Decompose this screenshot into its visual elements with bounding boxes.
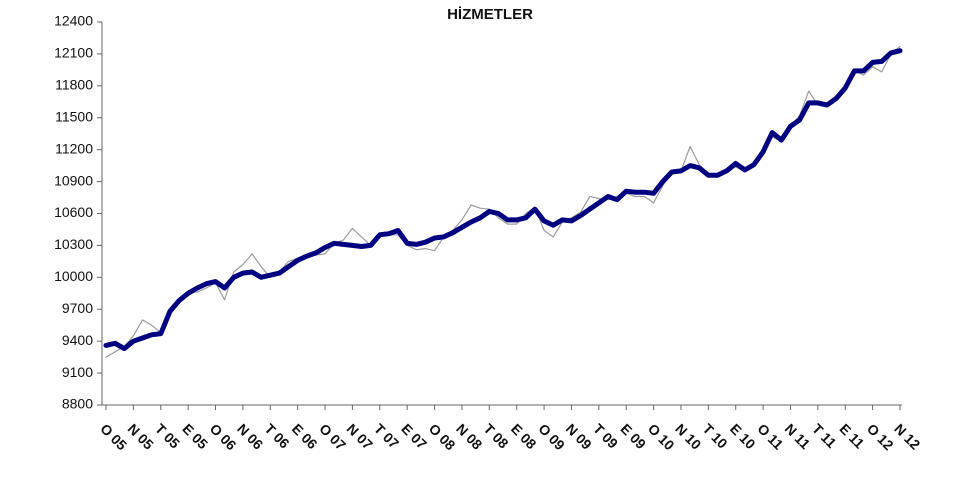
x-tick-label: N 06 <box>234 420 266 452</box>
x-tick-label: E 05 <box>179 420 211 452</box>
x-tick-label: T 07 <box>371 420 402 451</box>
x-tick-label: E 07 <box>398 420 430 452</box>
x-tick-label: O 08 <box>426 420 459 453</box>
x-tick-label: O 06 <box>207 420 240 453</box>
y-tick-label: 10000 <box>54 268 93 284</box>
y-tick-label: 8800 <box>62 396 93 412</box>
y-tick-label: 10900 <box>54 172 93 188</box>
x-tick-label: O 07 <box>316 420 349 453</box>
x-tick-label: T 09 <box>590 420 621 451</box>
x-tick-label: T 05 <box>152 420 183 451</box>
x-tick-label: E 08 <box>508 420 540 452</box>
chart-title: HİZMETLER <box>447 6 533 23</box>
x-tick-label: O 05 <box>97 420 130 453</box>
x-tick-label: E 09 <box>617 420 649 452</box>
x-tick-label: N 11 <box>782 420 814 452</box>
y-tick-label: 11500 <box>55 108 93 124</box>
series-line <box>103 48 903 352</box>
y-tick-label: 11800 <box>55 77 93 93</box>
y-tick-label: 11200 <box>55 140 93 156</box>
y-tick-label: 12400 <box>54 13 93 29</box>
y-tick-label: 9700 <box>62 300 93 316</box>
x-tick-label: T 08 <box>481 420 512 451</box>
y-tick-label: 10300 <box>54 236 93 252</box>
x-tick-label: E 10 <box>727 420 759 452</box>
y-tick-label: 10600 <box>54 204 93 220</box>
x-tick-label: T 06 <box>262 420 293 451</box>
x-tick-label: T 11 <box>809 420 840 451</box>
x-tick-label: O 10 <box>645 420 678 453</box>
x-tick-label: N 07 <box>344 420 376 452</box>
x-tick-label: N 05 <box>125 420 157 452</box>
x-tick-label: N 10 <box>672 420 704 452</box>
y-tick-label: 12100 <box>54 45 93 61</box>
x-tick-label: N 12 <box>891 420 923 452</box>
x-tick-label: O 09 <box>535 420 568 453</box>
x-tick-label: N 09 <box>563 420 595 452</box>
x-tick-label: T 10 <box>700 420 731 451</box>
x-tick-label: O 11 <box>754 420 786 452</box>
y-tick-label: 9100 <box>62 364 93 380</box>
x-tick-label: O 12 <box>864 420 897 453</box>
x-tick-label: N 08 <box>453 420 485 452</box>
y-tick-label: 9400 <box>62 332 93 348</box>
x-tick-label: E 06 <box>289 420 321 452</box>
x-tick-label: E 11 <box>837 420 868 451</box>
series-line <box>105 45 901 358</box>
